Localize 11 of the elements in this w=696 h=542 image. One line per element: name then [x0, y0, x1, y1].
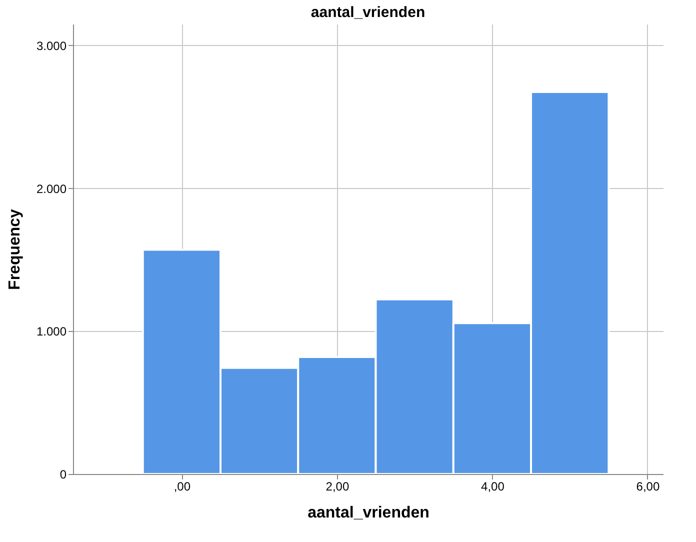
y-tick-label: 1.000: [36, 324, 67, 339]
chart-title: aantal_vrienden: [310, 4, 426, 21]
y-tick-label: 2.000: [36, 182, 67, 196]
y-tick-label: 0: [60, 468, 67, 482]
y-tick-label: 3.000: [36, 38, 67, 53]
x-tick-label: ,00: [174, 480, 191, 494]
x-tick-label: 2,00: [326, 480, 350, 494]
x-tick-label: 6,00: [636, 480, 660, 494]
x-axis-title: aantal_vrienden: [308, 504, 430, 522]
y-axis-title: Frequency: [6, 208, 24, 290]
x-tick-label: 4,00: [481, 480, 505, 494]
